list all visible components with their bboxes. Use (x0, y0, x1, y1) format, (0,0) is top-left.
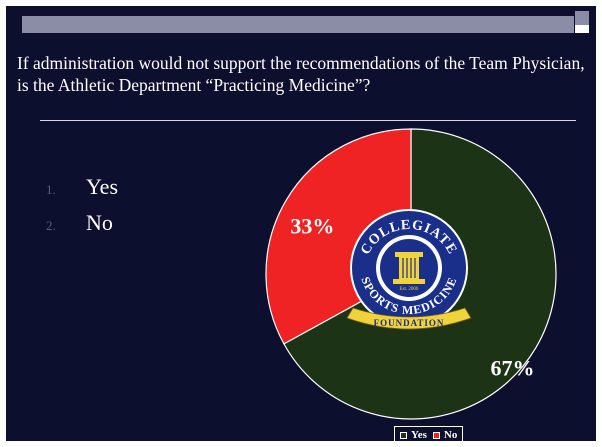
chart-legend: Yes No (394, 426, 464, 441)
data-label-no: 33% (290, 213, 334, 238)
legend-item-no: No (432, 429, 458, 441)
logo-ribbon (346, 307, 472, 330)
title-bar (22, 16, 574, 33)
question-text: If administration would not support the … (17, 53, 585, 95)
logo-est-text: Est. 2006 (400, 287, 419, 292)
legend-swatch-no (432, 431, 440, 439)
corner-decoration (575, 11, 589, 33)
legend-item-yes: Yes (400, 429, 427, 441)
logo-ribbon-text: FOUNDATION (374, 318, 445, 328)
option-number: 2. (46, 218, 56, 233)
option-label: Yes (86, 174, 119, 199)
divider (40, 120, 576, 121)
legend-label-yes: Yes (411, 429, 427, 441)
option-label: No (86, 210, 113, 235)
option-number: 1. (46, 182, 56, 197)
slide: If administration would not support the … (6, 6, 596, 441)
legend-label-no: No (443, 429, 458, 441)
legend-swatch-yes (400, 431, 407, 439)
data-label-yes: 67% (491, 356, 535, 381)
